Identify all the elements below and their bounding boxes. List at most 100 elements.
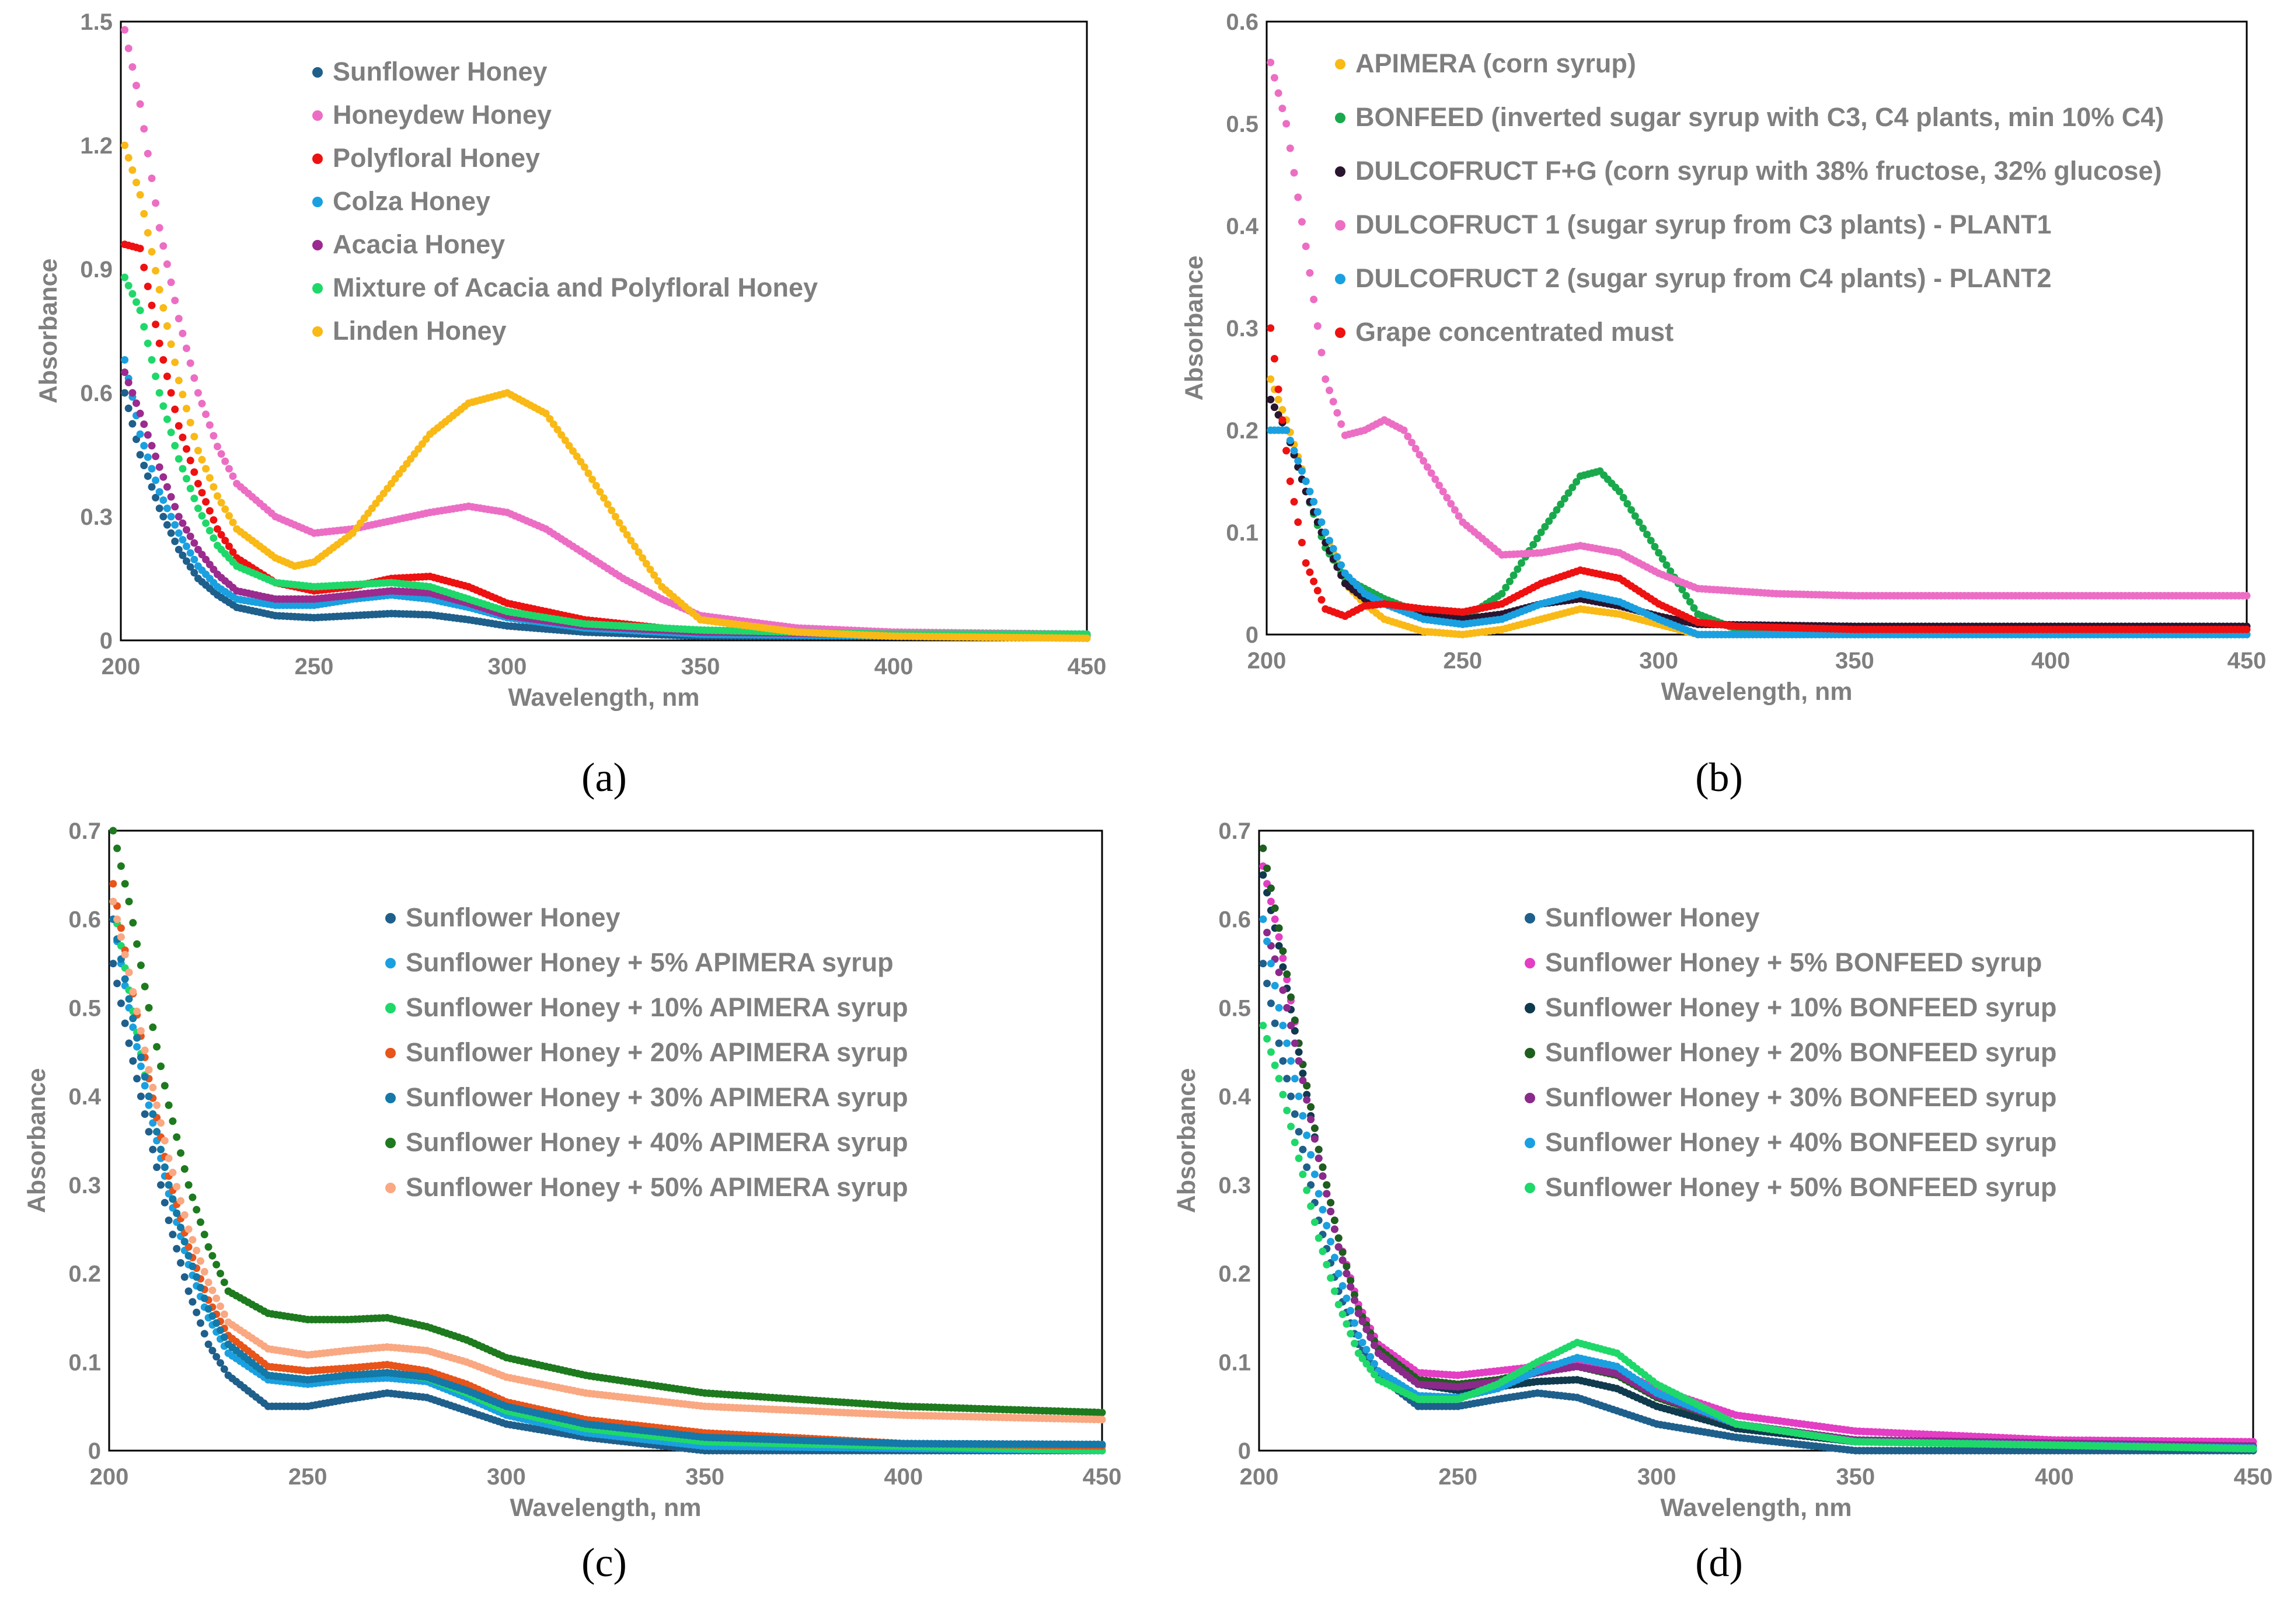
x-tick-label: 350: [685, 1464, 724, 1490]
data-point: [155, 285, 163, 294]
data-point: [217, 531, 225, 539]
data-point: [149, 1119, 157, 1127]
data-point: [163, 260, 171, 268]
data-point: [1270, 74, 1278, 82]
data-point: [1306, 568, 1314, 576]
data-point: [128, 420, 137, 428]
data-point: [1286, 144, 1294, 152]
y-tick-label: 0.5: [1226, 111, 1258, 137]
legend-entry: APIMERA (corn syrup): [1355, 48, 1636, 78]
data-point: [152, 372, 160, 381]
data-point: [197, 1218, 204, 1226]
data-point: [1639, 524, 1647, 532]
data-point: [1317, 518, 1326, 526]
data-point: [229, 472, 237, 480]
data-point: [204, 1278, 212, 1287]
data-point: [159, 473, 168, 481]
data-point: [161, 1082, 169, 1090]
data-point: [163, 372, 171, 381]
data-point: [190, 468, 198, 476]
data-point: [1631, 512, 1639, 520]
legend-entry: DULCOFRUCT 1 (sugar syrup from C3 plants…: [1355, 210, 2052, 239]
data-point: [1573, 478, 1581, 486]
data-point: [129, 1023, 137, 1031]
data-point: [117, 924, 125, 932]
data-point: [1420, 457, 1428, 465]
data-point: [173, 1209, 181, 1217]
data-point: [186, 456, 194, 465]
data-point: [189, 1298, 197, 1306]
y-tick-label: 0: [100, 628, 113, 654]
data-point: [183, 542, 190, 550]
data-point: [600, 494, 608, 502]
data-point: [580, 463, 588, 471]
legend-entry: Linden Honey: [333, 316, 507, 346]
data-series: [1267, 58, 2251, 600]
data-point: [654, 577, 662, 585]
data-point: [596, 488, 604, 496]
data-point: [1267, 396, 1275, 403]
data-point: [1286, 478, 1294, 485]
data-point: [1294, 518, 1302, 526]
data-point: [171, 358, 179, 367]
data-point: [190, 539, 198, 547]
data-point: [171, 297, 179, 305]
data-point: [140, 210, 148, 218]
data-point: [189, 1236, 197, 1244]
data-point: [148, 248, 156, 256]
data-point: [121, 368, 129, 377]
data-point: [1337, 561, 1345, 569]
data-point: [225, 512, 233, 520]
data-point: [1568, 483, 1577, 492]
data-point: [1274, 89, 1282, 97]
data-point: [542, 409, 550, 417]
y-tick-label: 0.9: [80, 257, 113, 283]
legend-marker: [312, 326, 323, 337]
data-point: [205, 421, 214, 429]
data-point: [210, 483, 218, 491]
y-tick-label: 0.5: [68, 995, 101, 1021]
data-point: [1514, 565, 1522, 573]
data-point: [133, 1075, 141, 1083]
data-point: [183, 445, 190, 453]
data-point: [140, 442, 148, 449]
data-point: [1498, 590, 1506, 598]
data-point: [184, 1181, 193, 1189]
data-point: [577, 458, 585, 466]
data-point: [208, 1312, 217, 1320]
data-point: [2243, 625, 2251, 633]
data-point: [180, 1211, 189, 1219]
data-point: [1455, 512, 1463, 520]
data-point: [167, 278, 175, 287]
data-point: [1278, 104, 1287, 113]
data-point: [144, 283, 152, 291]
data-point: [205, 474, 214, 482]
data-point: [217, 1326, 224, 1334]
plot-frame: [108, 830, 1103, 1452]
data-point: [1290, 447, 1298, 455]
data-point: [1274, 385, 1282, 393]
data-point: [128, 389, 137, 397]
x-tick-label: 250: [288, 1464, 327, 1490]
data-point: [133, 1034, 141, 1042]
data-point: [1443, 494, 1451, 501]
data-point: [186, 563, 194, 571]
data-point: [144, 431, 152, 439]
chart-panel-b: 200 250 300 350 400 45000.10.20.30.40.50.6Wav…: [1180, 9, 2266, 800]
y-axis-label: Absorbance: [34, 259, 62, 404]
data-point: [200, 1330, 208, 1338]
data-point: [175, 455, 183, 463]
x-axis-label: Wavelength, nm: [1661, 678, 1852, 706]
data-point: [167, 529, 175, 537]
data-point: [204, 1243, 212, 1251]
y-tick-label: 0.4: [1226, 214, 1258, 239]
data-point: [1651, 543, 1659, 550]
legend-entry: Mixture of Acacia and Polyfloral Honey: [333, 273, 818, 302]
data-point: [1423, 463, 1431, 471]
data-series: [1267, 396, 2251, 639]
data-point: [623, 531, 631, 539]
data-point: [1678, 586, 1686, 594]
y-tick-label: 1.2: [80, 133, 113, 159]
y-tick-label: 0.4: [68, 1084, 101, 1110]
data-point: [1282, 447, 1291, 455]
